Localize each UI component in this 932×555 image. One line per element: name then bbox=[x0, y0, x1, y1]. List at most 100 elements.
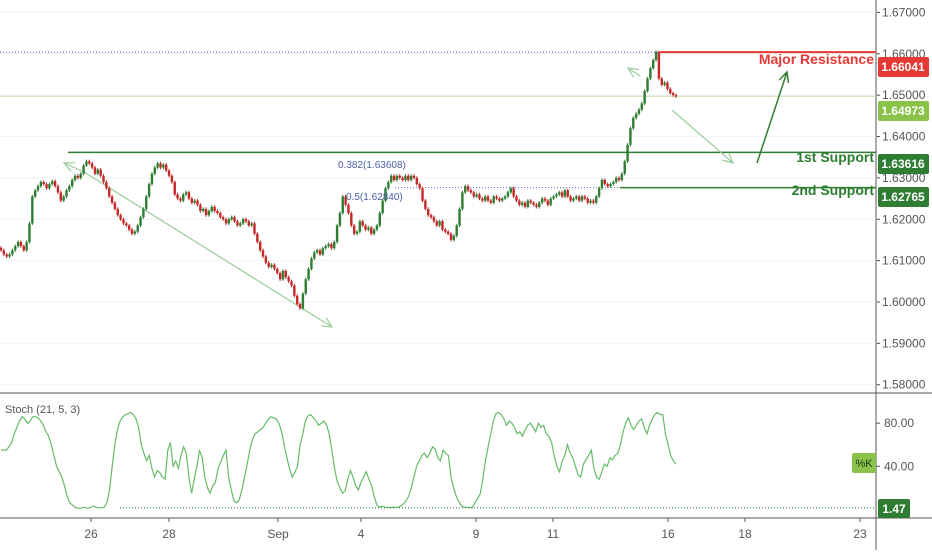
candle-body bbox=[623, 161, 626, 174]
candle-body bbox=[478, 194, 481, 199]
candle-body bbox=[649, 68, 652, 79]
candle-body bbox=[335, 225, 339, 243]
candle-body bbox=[11, 250, 14, 255]
candle-body bbox=[646, 78, 649, 92]
major-resistance-label: Major Resistance bbox=[759, 51, 874, 67]
candle-body bbox=[580, 196, 584, 201]
candle-body bbox=[256, 233, 259, 243]
candle-body bbox=[108, 188, 111, 197]
candle-body bbox=[327, 244, 330, 247]
candle-body bbox=[321, 248, 325, 255]
candle-body bbox=[196, 200, 199, 205]
candle-body bbox=[643, 91, 646, 104]
stoch-tick-label: 40.00 bbox=[884, 459, 914, 473]
arrow-down-to-support-head bbox=[722, 152, 735, 164]
candle-body bbox=[33, 190, 37, 197]
candle-body bbox=[227, 219, 231, 224]
candle-body bbox=[609, 184, 612, 187]
candle-body bbox=[424, 200, 427, 209]
candle-body bbox=[221, 217, 225, 220]
candle-body bbox=[127, 225, 131, 230]
candle-body bbox=[606, 184, 609, 187]
candle-body bbox=[113, 202, 117, 209]
candle-body bbox=[449, 233, 453, 240]
candle-body bbox=[284, 270, 288, 278]
candle-body bbox=[466, 186, 470, 191]
candle-body bbox=[395, 175, 399, 180]
candle-body bbox=[116, 208, 119, 216]
last-price-badge bbox=[878, 101, 929, 121]
candle-body bbox=[76, 175, 80, 178]
candle-body bbox=[19, 242, 23, 247]
candle-body bbox=[597, 188, 601, 197]
candle-body bbox=[652, 59, 655, 69]
candle-body bbox=[219, 213, 222, 218]
time-tick-label: 16 bbox=[661, 527, 675, 541]
candle-body bbox=[281, 270, 285, 280]
candle-body bbox=[150, 173, 154, 185]
candle-body bbox=[199, 204, 202, 211]
candle-body bbox=[483, 196, 487, 201]
candle-body bbox=[28, 223, 31, 243]
price-tick-label: 1.63000 bbox=[882, 171, 926, 185]
candle-body bbox=[278, 273, 282, 280]
candle-body bbox=[210, 206, 213, 211]
fib-382-label: 0.382(1.63608) bbox=[338, 160, 406, 171]
stoch-k-badge bbox=[852, 453, 876, 473]
candle-body bbox=[498, 198, 501, 201]
candle-body bbox=[671, 93, 675, 96]
candle-body bbox=[435, 221, 438, 226]
first-support-value: 1.63616 bbox=[881, 157, 925, 171]
candle-body bbox=[213, 206, 216, 211]
candle-body bbox=[276, 268, 279, 274]
price-tick-label: 1.61000 bbox=[882, 254, 926, 268]
candle-body bbox=[184, 192, 188, 195]
candle-body bbox=[370, 227, 373, 234]
candle-body bbox=[415, 177, 419, 185]
axes-layer: 1.670001.660001.650001.640001.630001.620… bbox=[84, 5, 925, 541]
candle-body bbox=[560, 192, 564, 197]
candle-body bbox=[296, 295, 299, 305]
candle-body bbox=[102, 175, 105, 183]
candle-body bbox=[307, 268, 310, 280]
candle-body bbox=[42, 182, 45, 185]
candle-body bbox=[592, 200, 595, 203]
candle-body bbox=[441, 221, 444, 230]
candle-body bbox=[361, 221, 364, 226]
candle-body bbox=[14, 246, 17, 251]
time-tick-label: 11 bbox=[547, 527, 560, 541]
candle-body bbox=[204, 208, 208, 216]
candle-body bbox=[79, 173, 82, 178]
candle-body bbox=[133, 231, 137, 234]
candle-body bbox=[529, 200, 532, 203]
stoch-layer bbox=[1, 411, 876, 509]
candle-body bbox=[503, 196, 507, 199]
candle-body bbox=[193, 200, 196, 203]
candle-body bbox=[62, 196, 65, 201]
candle-body bbox=[0, 247, 3, 251]
candle-body bbox=[404, 175, 407, 180]
candle-body bbox=[421, 188, 424, 201]
fib-500-label: 0.5(1.62840) bbox=[346, 192, 403, 203]
candle-body bbox=[540, 198, 544, 203]
candle-body bbox=[558, 192, 561, 195]
candle-body bbox=[461, 192, 464, 209]
arrow-to-first-support-head bbox=[62, 162, 76, 172]
candle-body bbox=[523, 202, 527, 207]
candle-body bbox=[381, 200, 384, 214]
candle-body bbox=[318, 250, 322, 255]
candle-body bbox=[546, 200, 550, 205]
candle-body bbox=[666, 82, 669, 89]
second-support-label: 2nd Support bbox=[792, 182, 875, 198]
candle-body bbox=[452, 235, 456, 240]
stoch-value-badge bbox=[878, 499, 910, 518]
candle-body bbox=[59, 192, 63, 201]
candle-body bbox=[526, 200, 530, 207]
candle-body bbox=[310, 258, 313, 269]
candle-body bbox=[632, 117, 635, 129]
price-tick-label: 1.60000 bbox=[882, 295, 926, 309]
time-tick-label: 9 bbox=[473, 527, 480, 541]
candle-body bbox=[367, 227, 370, 230]
candle-body bbox=[258, 242, 262, 251]
